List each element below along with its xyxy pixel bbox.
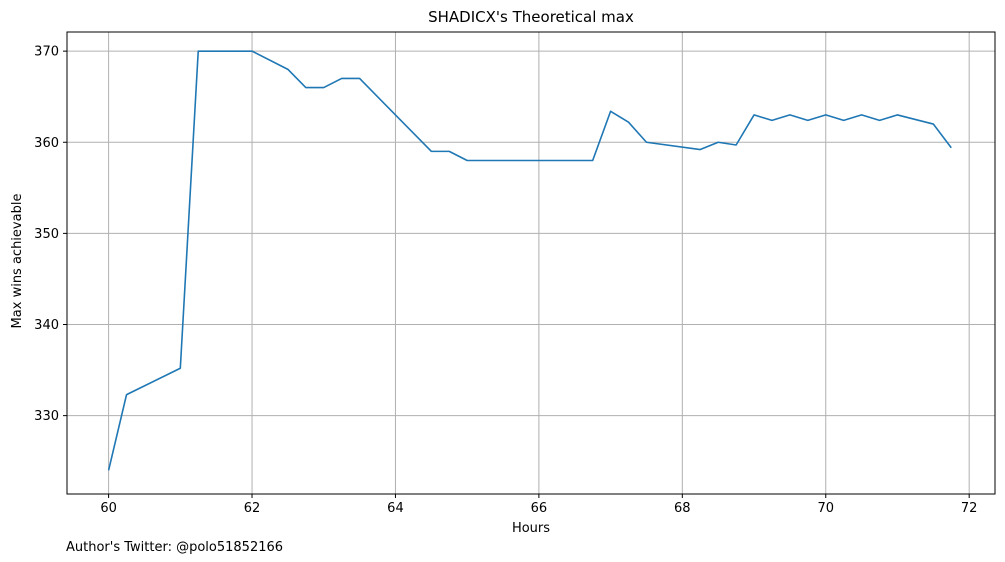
- x-tick-label: 62: [244, 501, 261, 516]
- x-tick-label: 64: [387, 501, 404, 516]
- x-tick-label: 60: [100, 501, 117, 516]
- y-tick-label: 330: [34, 409, 59, 424]
- x-axis: 60 62 64 66 68 70 72: [100, 494, 977, 516]
- x-tick-label: 66: [531, 501, 548, 516]
- y-axis-label: Max wins achievable: [10, 194, 25, 329]
- x-tick-label: 68: [674, 501, 691, 516]
- x-tick-label: 70: [817, 501, 834, 516]
- plot-frame: [66, 31, 996, 495]
- series-line: [107, 50, 952, 471]
- x-axis-label: Hours: [512, 521, 550, 536]
- y-tick-label: 370: [34, 45, 59, 60]
- y-tick-label: 340: [34, 318, 59, 333]
- y-tick-label: 350: [34, 227, 59, 242]
- y-axis: 330 340 350 360 370: [34, 45, 67, 424]
- grid-lines: [67, 32, 995, 494]
- x-tick-label: 72: [961, 501, 978, 516]
- chart-title: SHADICX's Theoretical max: [428, 8, 634, 26]
- y-tick-label: 360: [34, 136, 59, 151]
- author-twitter-note: Author's Twitter: @polo51852166: [66, 540, 283, 555]
- series-layer: [107, 50, 952, 471]
